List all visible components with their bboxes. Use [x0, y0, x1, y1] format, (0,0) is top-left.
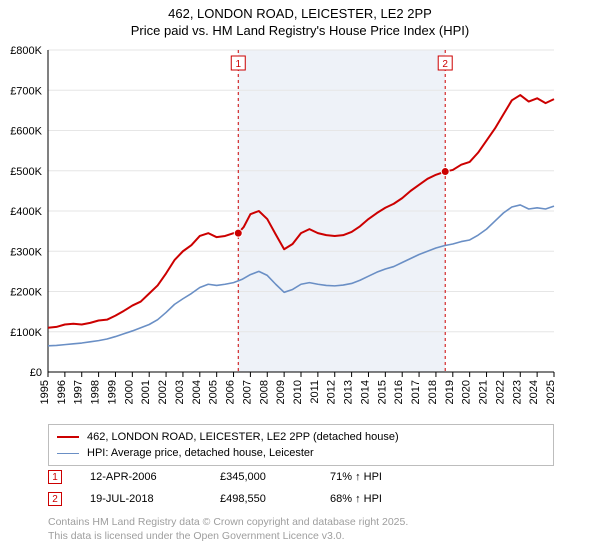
svg-text:2003: 2003 — [174, 380, 186, 404]
legend-swatch — [57, 436, 79, 438]
svg-text:1: 1 — [235, 59, 241, 70]
title-address: 462, LONDON ROAD, LEICESTER, LE2 2PP — [0, 6, 600, 21]
svg-text:2005: 2005 — [208, 380, 220, 404]
title-subtitle: Price paid vs. HM Land Registry's House … — [0, 23, 600, 38]
svg-text:2015: 2015 — [376, 380, 388, 404]
sale-hpi: 71% ↑ HPI — [330, 471, 450, 483]
legend-item: HPI: Average price, detached house, Leic… — [57, 445, 545, 461]
svg-text:2001: 2001 — [140, 380, 152, 404]
title-block: 462, LONDON ROAD, LEICESTER, LE2 2PP Pri… — [0, 0, 600, 38]
svg-text:1999: 1999 — [106, 380, 118, 404]
svg-text:£500K: £500K — [10, 166, 42, 178]
svg-text:2024: 2024 — [528, 380, 540, 404]
svg-text:£200K: £200K — [10, 287, 42, 299]
svg-text:2023: 2023 — [511, 380, 523, 404]
sale-marker-box: 1 — [48, 470, 62, 484]
sale-date: 12-APR-2006 — [90, 471, 220, 483]
sale-hpi: 68% ↑ HPI — [330, 493, 450, 505]
sale-price: £498,550 — [220, 493, 330, 505]
svg-text:2009: 2009 — [275, 380, 287, 404]
svg-text:2013: 2013 — [343, 380, 355, 404]
svg-text:2000: 2000 — [123, 380, 135, 404]
sale-marker-box: 2 — [48, 492, 62, 506]
svg-text:2004: 2004 — [191, 380, 203, 404]
legend-label: HPI: Average price, detached house, Leic… — [87, 447, 314, 459]
svg-text:£600K: £600K — [10, 126, 42, 138]
svg-text:2010: 2010 — [292, 380, 304, 404]
sale-price: £345,000 — [220, 471, 330, 483]
svg-text:£0: £0 — [30, 367, 42, 379]
svg-text:2002: 2002 — [157, 380, 169, 404]
sale-date: 19-JUL-2018 — [90, 493, 220, 505]
svg-text:2006: 2006 — [225, 380, 237, 404]
svg-text:2007: 2007 — [241, 380, 253, 404]
svg-text:2021: 2021 — [478, 380, 490, 404]
svg-text:1996: 1996 — [56, 380, 68, 404]
svg-text:2022: 2022 — [494, 380, 506, 404]
svg-text:2017: 2017 — [410, 380, 422, 404]
svg-text:£400K: £400K — [10, 206, 42, 218]
svg-text:2011: 2011 — [309, 380, 321, 404]
svg-text:2025: 2025 — [545, 380, 557, 404]
copyright-text: Contains HM Land Registry data © Crown c… — [48, 516, 408, 543]
svg-text:£100K: £100K — [10, 327, 42, 339]
sales-list: 1 12-APR-2006£345,00071% ↑ HPI 2 19-JUL-201… — [48, 466, 450, 510]
svg-text:2016: 2016 — [393, 380, 405, 404]
svg-text:2020: 2020 — [461, 380, 473, 404]
svg-text:2012: 2012 — [326, 380, 338, 404]
chart-svg: £0 £100K £200K £300K £400K £500K £600K £700K £80… — [0, 44, 600, 414]
svg-text:£800K: £800K — [10, 45, 42, 57]
legend-item: 462, LONDON ROAD, LEICESTER, LE2 2PP (de… — [57, 429, 545, 445]
svg-text:£700K: £700K — [10, 85, 42, 97]
sale-row: 2 19-JUL-2018£498,55068% ↑ HPI — [48, 488, 450, 510]
chart-area: £0 £100K £200K £300K £400K £500K £600K £700K £80… — [0, 44, 600, 414]
svg-text:2008: 2008 — [258, 380, 270, 404]
svg-text:1995: 1995 — [39, 380, 51, 404]
chart-container: 462, LONDON ROAD, LEICESTER, LE2 2PP Pri… — [0, 0, 600, 560]
legend-swatch — [57, 453, 79, 454]
sale-row: 1 12-APR-2006£345,00071% ↑ HPI — [48, 466, 450, 488]
svg-text:2014: 2014 — [359, 380, 371, 404]
copyright-line2: This data is licensed under the Open Gov… — [48, 530, 408, 544]
legend-label: 462, LONDON ROAD, LEICESTER, LE2 2PP (de… — [87, 431, 399, 443]
legend-box: 462, LONDON ROAD, LEICESTER, LE2 2PP (de… — [48, 424, 554, 466]
copyright-line1: Contains HM Land Registry data © Crown c… — [48, 516, 408, 530]
svg-text:£300K: £300K — [10, 246, 42, 258]
svg-text:2: 2 — [442, 59, 448, 70]
svg-text:2018: 2018 — [427, 380, 439, 404]
svg-text:1997: 1997 — [73, 380, 85, 404]
svg-text:2019: 2019 — [444, 380, 456, 404]
svg-text:1998: 1998 — [90, 380, 102, 404]
